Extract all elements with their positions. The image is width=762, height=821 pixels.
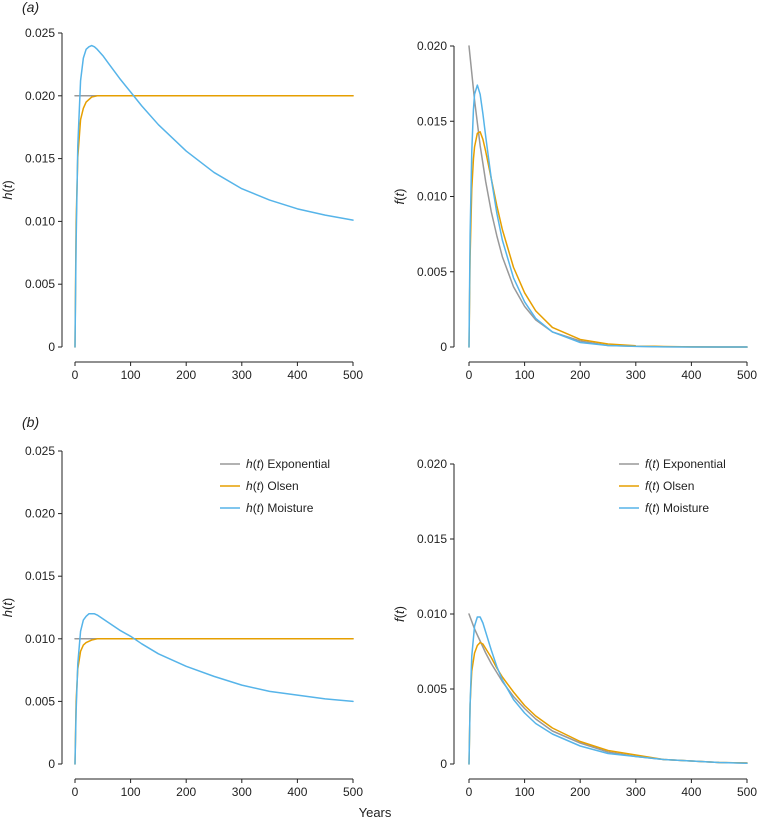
- series-line-olsen: [74, 638, 354, 765]
- y-axis-label: h(t): [0, 180, 15, 200]
- legend-label-olsen: h(t) Olsen: [246, 479, 299, 493]
- x-tick-label: 0: [466, 368, 473, 382]
- y-tick-label: 0.015: [417, 532, 447, 546]
- y-axis-label: f(t): [392, 606, 407, 622]
- y-tick-label: 0: [440, 757, 447, 771]
- series-line-olsen: [468, 131, 748, 348]
- plots-group: 0 0.005 0.010 0.015 0.020 0.025 0 100 200 300 400 5…: [0, 26, 757, 799]
- x-tick-label: 400: [681, 785, 701, 799]
- x-tick-label: 400: [287, 368, 307, 382]
- x-tick-label: 200: [570, 368, 590, 382]
- chart-b-h: 0 0.005 0.010 0.015 0.020 0.025 0 100 200 300 400 5…: [0, 444, 363, 799]
- x-tick-label: 300: [626, 368, 646, 382]
- y-tick-label: 0.025: [25, 444, 55, 458]
- x-tick-label: 100: [515, 368, 535, 382]
- legend-label-moisture: f(t) Moisture: [645, 501, 709, 515]
- y-axis-label: h(t): [0, 598, 15, 618]
- series-line-moisture: [468, 616, 748, 765]
- x-tick-label: 200: [570, 785, 590, 799]
- y-tick-label: 0.005: [25, 277, 55, 291]
- x-tick-label: 200: [176, 785, 196, 799]
- x-tick-label: 300: [232, 785, 252, 799]
- x-tick-label: 100: [515, 785, 535, 799]
- x-tick-label: 0: [466, 785, 473, 799]
- y-tick-label: 0.020: [25, 89, 55, 103]
- y-tick-label: 0.005: [417, 265, 447, 279]
- legend-label-exponential: f(t) Exponential: [645, 457, 726, 471]
- series-line-exponential: [468, 45, 748, 348]
- y-tick-label: 0.015: [417, 114, 447, 128]
- y-tick-label: 0.020: [25, 507, 55, 521]
- series-line-olsen: [468, 641, 748, 765]
- x-tick-label: 400: [287, 785, 307, 799]
- y-tick-label: 0.025: [25, 26, 55, 40]
- panel-label-b: (b): [22, 414, 39, 430]
- chart-a-h: 0 0.005 0.010 0.015 0.020 0.025 0 100 200 300 400 5…: [0, 26, 363, 382]
- y-tick-label: 0.010: [25, 214, 55, 228]
- y-tick-label: 0.020: [417, 457, 447, 471]
- y-tick-label: 0.010: [417, 190, 447, 204]
- y-tick-label: 0.010: [25, 632, 55, 646]
- x-tick-label: 300: [232, 368, 252, 382]
- y-tick-label: 0: [48, 340, 55, 354]
- y-tick-label: 0.015: [25, 569, 55, 583]
- chart-b-f: 0 0.005 0.010 0.015 0.020 0 100 200 300 400 500 f(t…: [392, 457, 757, 799]
- series-line-olsen: [74, 95, 354, 348]
- y-tick-label: 0.005: [25, 694, 55, 708]
- y-axis-label: f(t): [392, 189, 407, 205]
- panel-label-a: (a): [22, 0, 39, 15]
- x-tick-label: 0: [72, 368, 79, 382]
- x-tick-label: 200: [176, 368, 196, 382]
- x-tick-label: 0: [72, 785, 79, 799]
- x-tick-label: 100: [121, 785, 141, 799]
- x-tick-label: 100: [121, 368, 141, 382]
- legend-label-moisture: h(t) Moisture: [246, 501, 314, 515]
- y-tick-label: 0.020: [417, 39, 447, 53]
- x-tick-label: 400: [681, 368, 701, 382]
- y-tick-label: 0.010: [417, 607, 447, 621]
- y-tick-label: 0.015: [25, 152, 55, 166]
- legend-label-exponential: h(t) Exponential: [246, 457, 330, 471]
- chart-a-f: 0 0.005 0.010 0.015 0.020 0 100 200 300 400 500 f(t…: [392, 39, 757, 382]
- x-tick-label: 500: [737, 785, 757, 799]
- y-tick-label: 0.005: [417, 682, 447, 696]
- legend-label-olsen: f(t) Olsen: [645, 479, 694, 493]
- series-line-moisture: [74, 613, 354, 765]
- x-tick-label: 500: [737, 368, 757, 382]
- y-tick-label: 0: [48, 757, 55, 771]
- series-line-moisture: [468, 84, 748, 348]
- y-tick-label: 0: [440, 340, 447, 354]
- x-tick-label: 500: [343, 368, 363, 382]
- x-tick-label: 500: [343, 785, 363, 799]
- x-tick-label: 300: [626, 785, 646, 799]
- x-axis-label: Years: [359, 805, 392, 820]
- series-line-moisture: [74, 44, 354, 348]
